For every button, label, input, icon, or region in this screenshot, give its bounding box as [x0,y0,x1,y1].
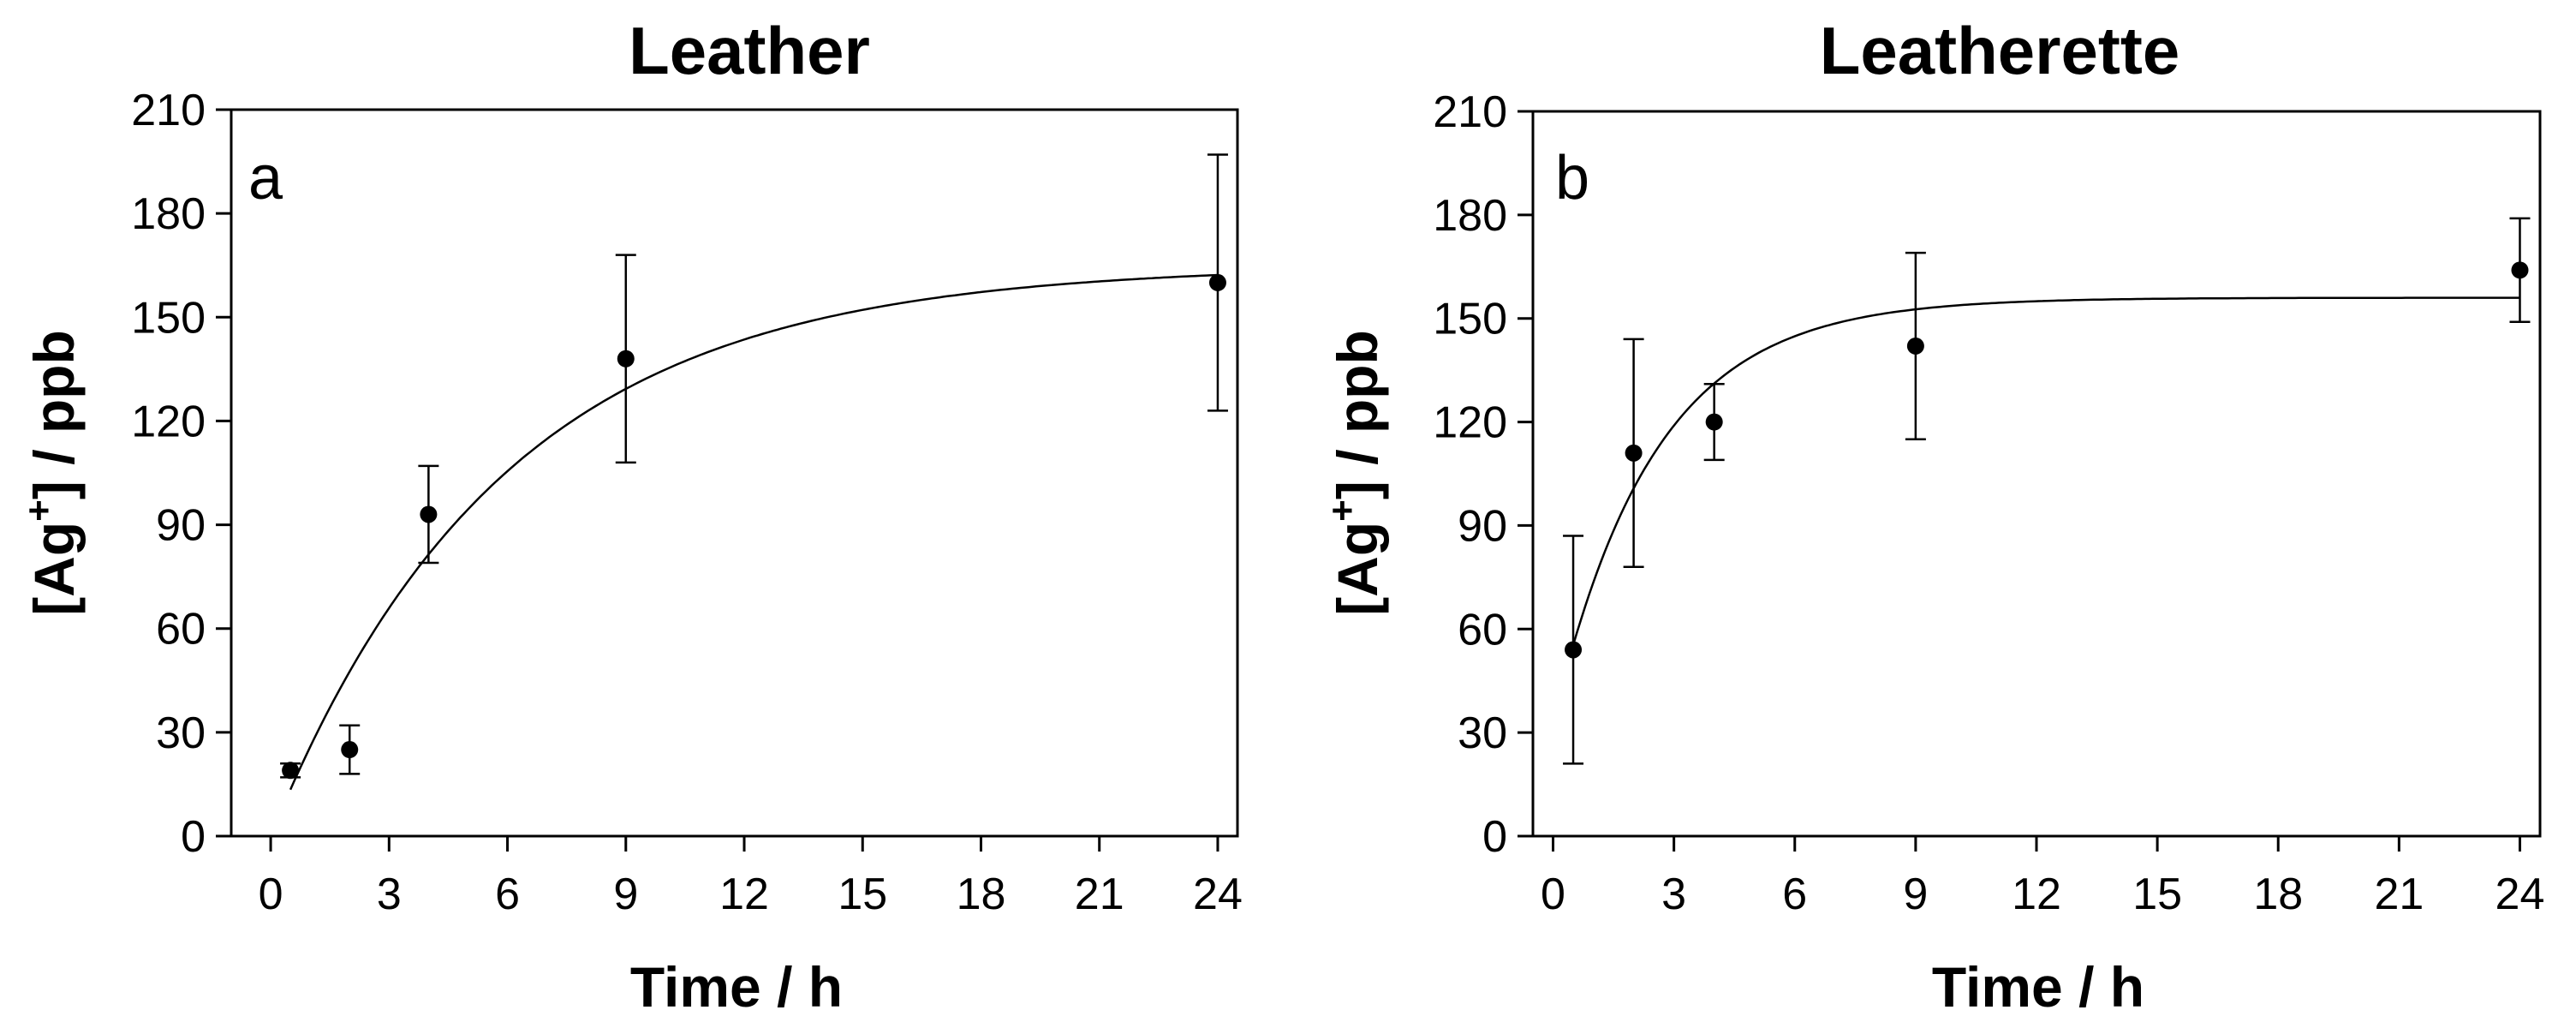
x-axis-label: Time / h [630,955,843,1019]
x-tick-label: 6 [495,870,520,919]
y-tick-label: 120 [131,397,206,446]
data-point [1625,444,1643,462]
y-tick-label: 180 [1433,191,1507,241]
x-tick-label: 21 [1075,870,1124,919]
data-point [420,505,438,523]
y-axis-label: [Ag+] / ppb [18,330,86,616]
data-points [1563,217,2531,765]
data-point [282,762,300,780]
data-points [280,153,1228,780]
x-tick-label: 12 [719,870,769,919]
y-axis-ticks: 0 30 60 90 120 150 180 210 [131,86,231,862]
data-point [1565,641,1583,659]
data-point [1906,337,1924,355]
y-axis-ticks: 0 30 60 90 120 150 180 210 [1433,87,1533,862]
y-tick-label: 90 [1458,501,1507,551]
x-tick-label: 0 [1541,870,1565,919]
x-tick-label: 21 [2374,870,2424,919]
y-axis-label: [Ag+] / ppb [1321,330,1389,616]
y-tick-label: 210 [1433,87,1507,137]
data-point [1208,273,1226,291]
y-axis-label-suffix: ] / ppb [22,330,86,499]
x-axis-ticks: 0 3 6 9 12 15 18 21 24 [259,836,1243,919]
fit-curve [289,273,1219,791]
x-tick-label: 24 [1193,870,1243,919]
plot-area [1531,110,2542,838]
y-tick-label: 60 [1458,605,1507,654]
y-tick-label: 120 [1433,398,1507,448]
x-axis-ticks: 0 3 6 9 12 15 18 21 24 [1541,836,2544,919]
x-tick-label: 15 [2132,870,2182,919]
y-axis-label-suffix: ] / ppb [1326,330,1389,499]
plot-area [230,108,1239,838]
x-tick-label: 3 [1661,870,1686,919]
y-axis-label-sup: + [1321,499,1363,522]
data-point [2511,261,2529,279]
x-tick-label: 15 [838,870,887,919]
data-point [341,741,359,759]
fit-curve [1571,296,2520,646]
y-tick-label: 180 [131,189,206,239]
panel-leatherette: Leatherette b 0 30 60 90 120 150 180 210 0 3 6 9 12… [1321,13,2544,1019]
y-tick-label: 150 [1433,295,1507,344]
chart-title: Leather [629,13,870,88]
y-tick-label: 30 [156,708,206,758]
y-tick-label: 210 [131,86,206,135]
y-tick-label: 150 [131,293,206,343]
y-tick-label: 0 [181,812,206,862]
y-tick-label: 60 [156,605,206,654]
data-point [1705,413,1723,431]
x-tick-label: 0 [259,870,283,919]
x-tick-label: 18 [957,870,1006,919]
y-axis-label-prefix: [Ag [1326,522,1389,616]
x-axis-label: Time / h [1932,955,2144,1019]
y-tick-label: 30 [1458,708,1507,758]
x-tick-label: 24 [2496,870,2545,919]
x-tick-label: 18 [2253,870,2303,919]
x-tick-label: 12 [2012,870,2061,919]
panel-leather: Leather a 0 30 60 90 120 150 180 210 0 3 6 9 12 15 18… [18,13,1243,1019]
panel-letter: a [248,144,283,212]
x-tick-label: 9 [613,870,638,919]
y-axis-label-prefix: [Ag [22,522,86,616]
y-tick-label: 90 [156,501,206,551]
x-tick-label: 6 [1782,870,1807,919]
y-axis-label-sup: + [18,499,60,522]
data-point [617,350,635,368]
x-tick-label: 3 [377,870,402,919]
panel-letter: b [1555,144,1589,212]
chart-title: Leatherette [1820,13,2179,88]
y-tick-label: 0 [1482,812,1507,862]
x-tick-label: 9 [1903,870,1928,919]
